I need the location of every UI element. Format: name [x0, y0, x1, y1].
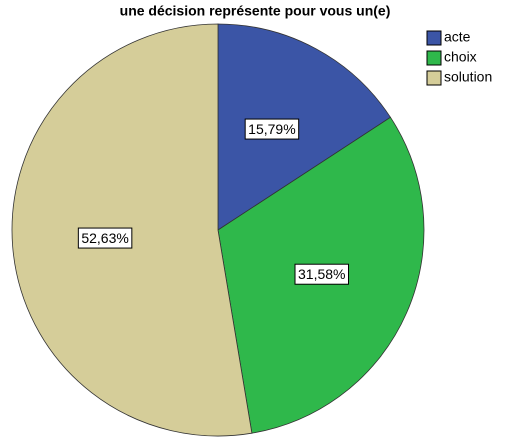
- data-label: 15,79%: [248, 121, 295, 137]
- data-label-box: [77, 227, 133, 249]
- legend-label: solution: [444, 69, 492, 85]
- data-label-box: [244, 118, 300, 140]
- legend-swatch: [426, 50, 442, 66]
- legend-label: acte: [444, 29, 471, 45]
- legend-swatch: [426, 30, 442, 46]
- data-label-box: [294, 263, 349, 285]
- chart-title: une décision représente pour vous un(e): [120, 3, 391, 19]
- legend-label: choix: [444, 49, 477, 65]
- legend-swatch: [426, 70, 442, 86]
- data-label: 52,63%: [81, 230, 128, 246]
- data-label: 31,58%: [298, 266, 345, 282]
- pie-slice: [217, 23, 392, 231]
